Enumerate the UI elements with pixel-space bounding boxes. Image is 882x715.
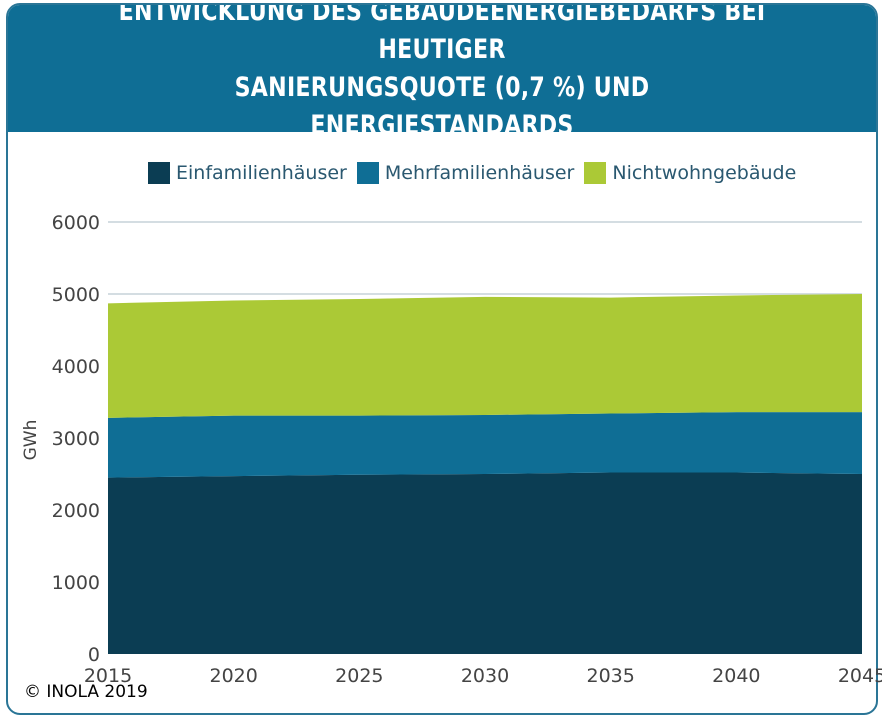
area-series-0 <box>108 472 862 654</box>
y-axis-title: GWh <box>21 420 41 461</box>
x-tick-label-2035: 2035 <box>586 665 634 687</box>
area-series <box>108 294 862 654</box>
legend-label-mehrfamilienhaeuser: Mehrfamilienhäuser <box>384 162 575 184</box>
y-tick-label-1000: 1000 <box>52 572 100 594</box>
y-tick-label-4000: 4000 <box>52 356 100 378</box>
legend-item-mehrfamilienhaeuser: Mehrfamilienhäuser <box>356 162 575 184</box>
chart-title: ENTWICKLUNG DES GEBÄUDEENERGIEBEDARFS BE… <box>114 3 770 145</box>
y-tick-label-6000: 6000 <box>52 212 100 234</box>
copyright-notice: © INOLA 2019 <box>24 682 148 702</box>
legend: Einfamilienhäuser Mehrfamilienhäuser Nic… <box>148 162 806 184</box>
chart-title-line-1: ENTWICKLUNG DES GEBÄUDEENERGIEBEDARFS BE… <box>118 3 766 65</box>
y-tick-label-5000: 5000 <box>52 284 100 306</box>
chart-title-line-2: SANIERUNGSQUOTE (0,7 %) UND ENERGIESTAND… <box>234 71 650 141</box>
x-tick-label-2045: 2045 <box>838 665 882 687</box>
y-tick-label-0: 0 <box>88 644 100 666</box>
legend-label-nichtwohngebaeude: Nichtwohngebäude <box>612 162 797 184</box>
legend-swatch-nichtwohngebaeude <box>584 162 607 184</box>
title-banner: ENTWICKLUNG DES GEBÄUDEENERGIEBEDARFS BE… <box>8 5 876 141</box>
area-series-2 <box>108 294 862 418</box>
x-tick-label-2030: 2030 <box>461 665 509 687</box>
legend-swatch-mehrfamilienhaeuser <box>356 162 379 184</box>
x-tick-label-2020: 2020 <box>209 665 257 687</box>
x-tick-label-2040: 2040 <box>712 665 760 687</box>
y-tick-label-3000: 3000 <box>52 428 100 450</box>
legend-item-einfamilienhaeuser: Einfamilienhäuser <box>148 162 347 184</box>
legend-item-nichtwohngebaeude: Nichtwohngebäude <box>584 162 796 184</box>
y-axis-ticks: 0 1000 2000 3000 4000 5000 6000 <box>52 212 100 666</box>
legend-label-einfamilienhaeuser: Einfamilienhäuser <box>176 162 347 184</box>
x-tick-label-2015: 2015 <box>84 665 132 687</box>
x-axis-ticks: 2015 2020 2025 2030 2035 2040 2045 <box>84 665 882 687</box>
area-series-1 <box>108 412 862 478</box>
legend-swatch-einfamilienhaeuser <box>148 162 170 184</box>
x-tick-label-2025: 2025 <box>335 665 383 687</box>
y-tick-label-2000: 2000 <box>52 500 100 522</box>
